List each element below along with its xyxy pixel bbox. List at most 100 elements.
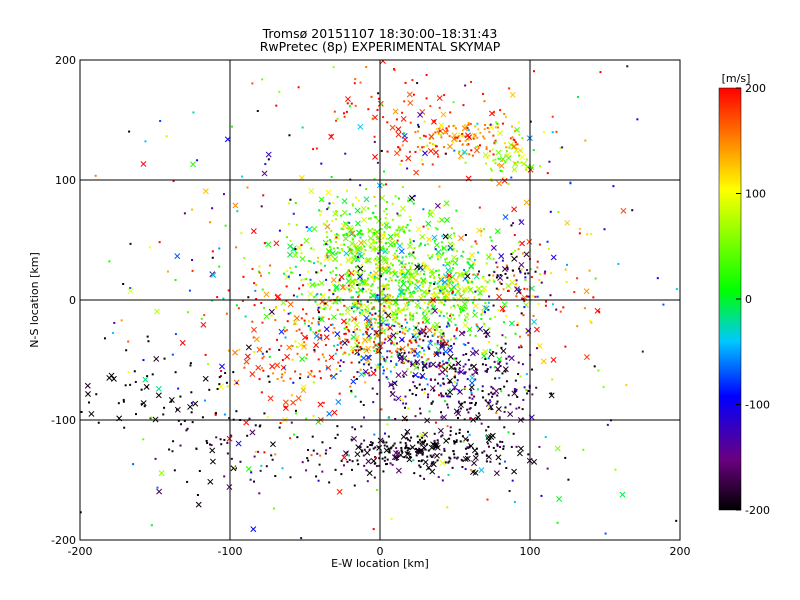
data-point-cross xyxy=(446,272,453,279)
data-point-dot xyxy=(376,161,379,164)
data-point-dot xyxy=(380,322,383,325)
data-point-dot xyxy=(573,291,576,294)
data-point-cross xyxy=(411,347,418,354)
data-point-dot xyxy=(342,353,345,356)
data-point-cross xyxy=(433,291,440,298)
data-point-dot xyxy=(357,199,360,202)
data-point-cross xyxy=(490,244,497,251)
data-point-dot xyxy=(386,257,389,260)
data-point-dot xyxy=(457,285,460,288)
data-point-dot xyxy=(419,307,422,310)
data-point-dot xyxy=(303,278,306,281)
data-point-dot xyxy=(415,279,418,282)
data-point-dot xyxy=(317,479,320,482)
x-tick-label: -200 xyxy=(68,545,93,558)
data-point-dot xyxy=(366,300,369,303)
data-point-dot xyxy=(307,325,310,328)
data-point-dot xyxy=(416,355,419,358)
data-point-dot xyxy=(353,328,356,331)
data-point-dot xyxy=(518,406,521,409)
data-point-dot xyxy=(377,363,380,366)
data-point-dot xyxy=(375,465,378,468)
data-point-cross xyxy=(397,225,404,231)
data-point-dot xyxy=(419,474,422,477)
data-point-dot xyxy=(408,283,411,286)
data-point-cross xyxy=(379,194,386,201)
data-point-dot xyxy=(391,463,394,466)
data-point-cross xyxy=(395,467,402,474)
data-point-dot xyxy=(223,438,226,441)
data-point-dot xyxy=(417,262,420,265)
data-point-dot xyxy=(383,357,386,360)
data-point-dot xyxy=(372,241,375,244)
data-point-dot xyxy=(322,222,325,225)
data-point-dot xyxy=(480,313,483,316)
data-point-cross xyxy=(481,304,488,311)
data-point-dot xyxy=(305,357,308,360)
data-point-dot xyxy=(391,202,394,205)
data-point-cross xyxy=(380,231,387,238)
data-point-dot xyxy=(331,220,334,223)
data-point-dot xyxy=(285,299,288,302)
data-point-dot xyxy=(490,239,493,242)
data-point-dot xyxy=(462,353,465,356)
data-point-dot xyxy=(458,150,461,153)
data-point-dot xyxy=(381,294,384,297)
data-point-dot xyxy=(374,321,377,324)
data-point-dot xyxy=(440,301,443,304)
data-point-dot xyxy=(546,240,549,243)
data-point-dot xyxy=(428,365,431,368)
data-point-cross xyxy=(469,350,476,357)
data-point-dot xyxy=(283,326,286,329)
data-point-cross xyxy=(469,374,476,381)
data-point-cross xyxy=(378,314,385,321)
data-point-dot xyxy=(393,337,396,340)
data-point-dot xyxy=(384,337,387,340)
data-point-dot xyxy=(398,146,401,149)
data-point-dot xyxy=(191,421,194,424)
data-point-dot xyxy=(423,353,426,356)
data-point-dot xyxy=(421,347,424,350)
data-point-dot xyxy=(359,355,362,358)
data-point-dot xyxy=(420,277,423,280)
data-point-dot xyxy=(312,331,315,334)
data-point-dot xyxy=(381,290,384,293)
data-point-dot xyxy=(134,413,137,416)
data-point-dot xyxy=(471,154,474,157)
data-point-dot xyxy=(186,427,189,430)
data-point-dot xyxy=(440,310,443,313)
data-point-dot xyxy=(422,273,425,276)
data-point-dot xyxy=(357,295,360,298)
data-point-dot xyxy=(360,442,363,445)
data-point-cross xyxy=(311,225,318,232)
data-point-dot xyxy=(206,442,209,445)
data-point-dot xyxy=(392,313,395,316)
data-point-dot xyxy=(494,126,497,129)
data-point-dot xyxy=(367,108,370,111)
data-point-dot xyxy=(512,269,515,272)
data-point-dot xyxy=(537,302,540,305)
data-point-dot xyxy=(258,425,261,428)
data-point-dot xyxy=(364,330,367,333)
data-point-dot xyxy=(389,276,392,279)
data-point-dot xyxy=(517,288,520,291)
data-point-dot xyxy=(283,405,286,408)
data-point-dot xyxy=(354,254,357,257)
data-point-dot xyxy=(159,119,162,122)
data-point-dot xyxy=(356,345,359,348)
data-point-dot xyxy=(350,438,353,441)
data-point-dot xyxy=(464,139,467,142)
data-point-dot xyxy=(522,398,525,401)
data-point-dot xyxy=(328,246,331,249)
data-point-cross xyxy=(482,151,489,158)
data-point-dot xyxy=(319,377,322,380)
data-point-dot xyxy=(374,204,377,207)
data-point-dot xyxy=(446,290,449,293)
data-point-cross xyxy=(550,254,557,261)
data-point-cross xyxy=(429,385,436,392)
data-point-dot xyxy=(275,104,278,107)
data-point-dot xyxy=(315,271,318,274)
data-point-dot xyxy=(464,319,467,322)
data-point-dot xyxy=(458,431,461,434)
data-point-dot xyxy=(363,439,366,442)
